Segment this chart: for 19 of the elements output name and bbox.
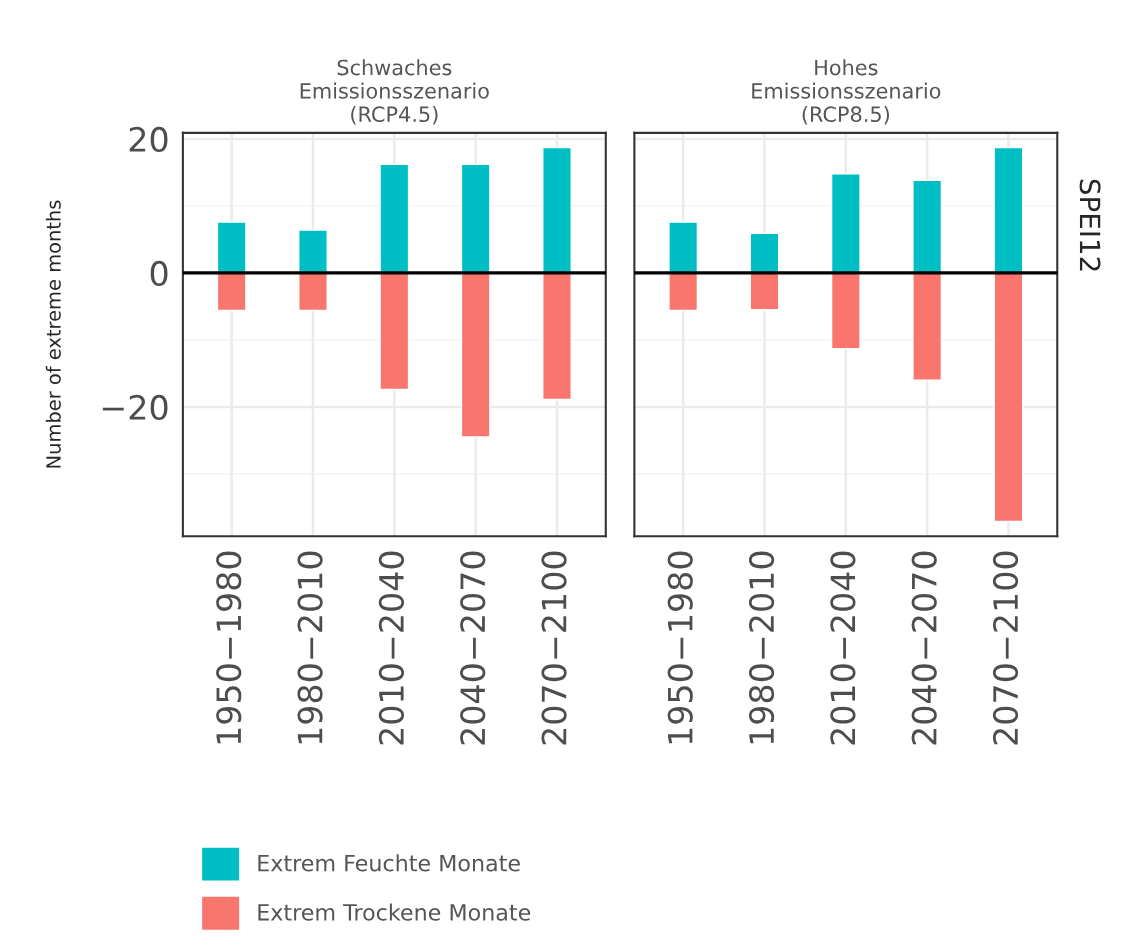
x-tick-label: 1980−2010 <box>297 551 323 744</box>
x-tick-label: 1950−1980 <box>216 551 242 744</box>
y-axis-title: Number of extreme months <box>45 200 61 468</box>
y-tick-label: −20 <box>102 394 168 421</box>
x-tick-label: 1980−2010 <box>748 551 775 744</box>
x-tick-label: 2040−2070 <box>460 551 486 745</box>
legend-label: Extrem Feuchte Monate <box>258 854 520 872</box>
chart-title: Hohes Emissionsszenario (RCP8.5) <box>752 59 941 125</box>
y-tick-label: 0 <box>150 260 168 287</box>
x-tick-label: 2040−2070 <box>911 551 937 745</box>
text: SPEI12 <box>1079 179 1101 271</box>
legend-label: Extrem Trockene Monate <box>258 903 531 921</box>
x-tick-label: 2010−2040 <box>378 551 405 745</box>
x-tick-label: 2070−2100 <box>992 551 1019 745</box>
chart-title: Schwaches Emissionsszenario (RCP4.5) <box>300 59 489 125</box>
y-tick-label: 20 <box>129 126 168 153</box>
x-tick-label: 1950−1980 <box>667 551 693 744</box>
x-tick-label: 2070−2100 <box>541 551 567 745</box>
x-tick-label: 2010−2040 <box>830 551 856 745</box>
